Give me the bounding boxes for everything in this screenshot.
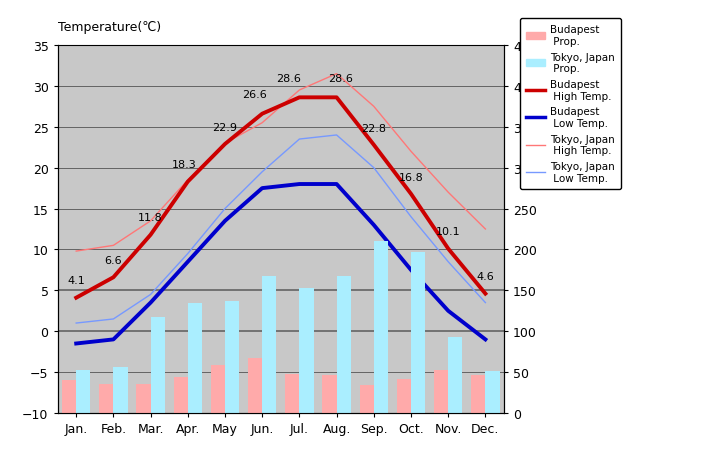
- Text: 22.9: 22.9: [212, 123, 238, 132]
- Text: 10.1: 10.1: [436, 227, 461, 237]
- Text: 18.3: 18.3: [171, 160, 197, 170]
- Bar: [472, 375, 485, 413]
- Bar: [174, 377, 188, 413]
- Text: 16.8: 16.8: [399, 172, 423, 182]
- Bar: [485, 371, 500, 413]
- Legend: Budapest
 Prop., Tokyo, Japan
 Prop., Budapest
 High Temp., Budapest
 Low Temp.,: Budapest Prop., Tokyo, Japan Prop., Buda…: [520, 19, 621, 190]
- Bar: [62, 381, 76, 413]
- Bar: [113, 367, 127, 413]
- Bar: [323, 375, 336, 413]
- Bar: [225, 301, 239, 413]
- Bar: [285, 374, 300, 413]
- Bar: [411, 252, 425, 413]
- Bar: [336, 276, 351, 413]
- Text: Temperature(℃): Temperature(℃): [58, 21, 161, 34]
- Text: 4.1: 4.1: [68, 276, 85, 286]
- Bar: [211, 365, 225, 413]
- Bar: [434, 371, 448, 413]
- Bar: [360, 386, 374, 413]
- Bar: [374, 242, 388, 413]
- Bar: [248, 358, 262, 413]
- Bar: [397, 379, 411, 413]
- Text: 22.8: 22.8: [361, 123, 387, 133]
- Bar: [76, 371, 90, 413]
- Bar: [448, 337, 462, 413]
- Text: 6.6: 6.6: [104, 255, 122, 265]
- Text: 11.8: 11.8: [138, 213, 163, 223]
- Bar: [262, 277, 276, 413]
- Text: 4.6: 4.6: [477, 272, 494, 282]
- Bar: [150, 318, 165, 413]
- Text: 28.6: 28.6: [276, 73, 301, 84]
- Bar: [188, 304, 202, 413]
- Text: 26.6: 26.6: [243, 90, 267, 100]
- Bar: [99, 384, 113, 413]
- Bar: [137, 384, 150, 413]
- Text: 28.6: 28.6: [328, 73, 353, 84]
- Bar: [300, 288, 313, 413]
